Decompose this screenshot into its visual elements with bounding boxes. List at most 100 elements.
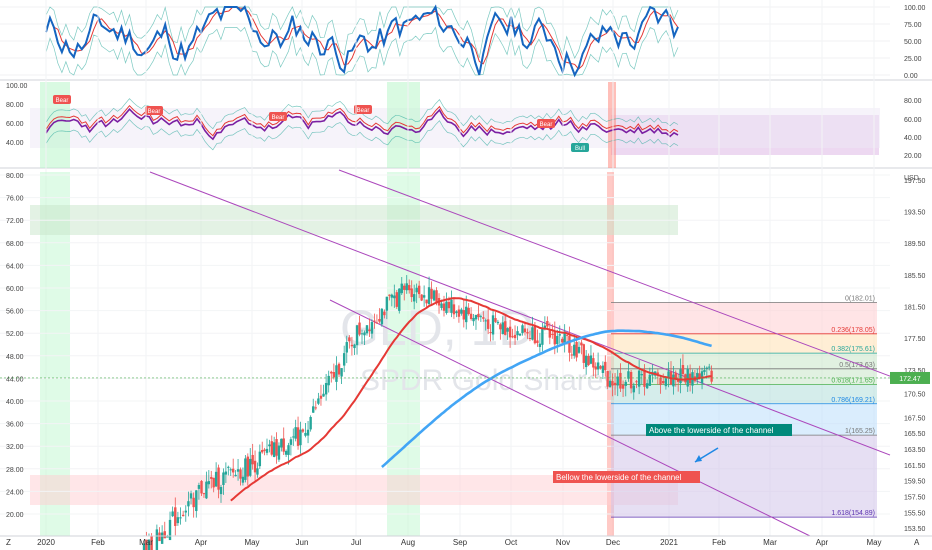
candle-body-up xyxy=(703,370,706,372)
candle-body-down xyxy=(403,285,406,290)
candle-body-down xyxy=(536,340,539,344)
main-left-tick: 52.00 xyxy=(6,331,24,338)
candle-body-up xyxy=(227,466,230,468)
candle-body-down xyxy=(513,334,517,339)
candle-body-up xyxy=(195,490,198,512)
candle-body-down xyxy=(676,379,680,382)
main-left-tick: 68.00 xyxy=(6,241,24,248)
main-right-tick: 155.50 xyxy=(904,510,926,517)
candle-body-up xyxy=(284,450,288,455)
candle-body-up xyxy=(479,316,483,318)
time-axis-label: Apr xyxy=(195,538,208,547)
candle-body-down xyxy=(425,299,428,304)
top-scale-tick: 25.00 xyxy=(904,56,922,63)
main-left-tick: 28.00 xyxy=(6,467,24,474)
candle-body-up xyxy=(556,335,559,345)
main-right-tick: 185.50 xyxy=(904,273,926,280)
candle-body-up xyxy=(365,325,369,334)
candle-body-down xyxy=(489,332,492,334)
main-right-tick: 177.50 xyxy=(904,336,926,343)
candle-body-up xyxy=(501,322,504,335)
candle-body-up xyxy=(370,322,374,334)
candle-body-up xyxy=(322,393,325,397)
top-scale-tick: 100.00 xyxy=(904,5,926,12)
channel-lower-line xyxy=(329,299,811,537)
bear-signal-badge xyxy=(537,119,555,128)
time-axis-label: Sep xyxy=(453,538,468,547)
candle-body-up xyxy=(573,344,576,356)
candle-body-up xyxy=(543,325,547,329)
rsi-signal-line xyxy=(45,104,679,137)
candle-body-up xyxy=(258,451,262,467)
top-scale-tick: 75.00 xyxy=(904,22,922,29)
time-axis-corner-left[interactable]: Z xyxy=(6,538,11,547)
candle-body-down xyxy=(635,381,638,383)
candle-body-up xyxy=(179,517,182,519)
bear-signal-badge xyxy=(53,95,71,104)
candle-body-up xyxy=(234,474,237,477)
bear-signal-badge xyxy=(354,105,372,114)
rsi-right-tick: 80.00 xyxy=(904,98,922,105)
candle-body-up xyxy=(236,469,240,472)
candle-body-down xyxy=(674,372,677,380)
candle-body-up xyxy=(393,295,396,299)
candle-body-down xyxy=(710,370,713,382)
candle-body-up xyxy=(538,343,542,347)
candle-body-down xyxy=(619,372,622,389)
candle-body-up xyxy=(317,398,320,404)
main-right-tick: 181.50 xyxy=(904,305,926,312)
candle-body-down xyxy=(659,377,662,385)
last-price-marker[interactable] xyxy=(890,371,930,384)
candle-body-down xyxy=(606,371,609,387)
time-axis[interactable]: Z A 2020 Feb Mar Apr May Jun Jul Aug Sep Oct Nov De… xyxy=(0,535,932,547)
rsi-right-tick: 20.00 xyxy=(904,153,922,160)
candle-body-down xyxy=(467,307,470,315)
candle-body-down xyxy=(181,514,185,517)
candle-body-up xyxy=(385,296,389,311)
candle-body-up xyxy=(415,287,418,293)
candle-body-down xyxy=(301,429,305,432)
main-left-tick: 60.00 xyxy=(6,286,24,293)
candle-body-up xyxy=(340,368,343,377)
main-right-tick: 153.50 xyxy=(904,526,926,533)
fib-zone xyxy=(611,384,877,404)
candle-body-up xyxy=(516,331,519,336)
rsi-pane: Bear Bear Bear Bear Bear Bull 100.00 80.00 60.0… xyxy=(0,82,932,169)
top-lower-band xyxy=(45,26,679,76)
candle-body-up xyxy=(608,380,612,388)
annotation-below-text: Bellow the lowerside of the channel xyxy=(556,473,682,482)
candle-body-up xyxy=(214,471,218,487)
top-pane-price-scale[interactable]: 100.00 75.00 50.00 25.00 0.00 xyxy=(904,5,926,80)
time-axis-corner-right[interactable]: A xyxy=(914,538,920,547)
candle-body-up xyxy=(637,370,641,387)
candle-body-up xyxy=(440,303,443,308)
annotation-arrow-head xyxy=(695,455,702,462)
candle-body-up xyxy=(645,383,649,389)
rsi-lower-band xyxy=(45,119,679,151)
candle-body-up xyxy=(355,325,359,346)
candle-body-up xyxy=(412,294,416,302)
candle-body-down xyxy=(613,382,617,386)
candle-body-up xyxy=(222,472,225,485)
candle-body-down xyxy=(599,366,602,369)
main-right-tick: 161.50 xyxy=(904,463,926,470)
candle-body-up xyxy=(427,287,431,305)
candle-body-down xyxy=(611,381,614,386)
candle-body-down xyxy=(551,333,554,335)
main-right-scale[interactable]: 197.50 193.50 189.50 185.50 181.50 177.50 173.… xyxy=(0,178,930,533)
candle-body-down xyxy=(420,294,423,301)
rsi-right-scale[interactable]: 80.00 60.00 40.00 20.00 xyxy=(904,98,922,160)
candle-body-down xyxy=(373,320,376,322)
candle-body-down xyxy=(253,460,257,473)
candle-body-up xyxy=(249,458,252,476)
main-left-tick: 40.00 xyxy=(6,399,24,406)
candle-body-up xyxy=(577,346,581,353)
candle-body-up xyxy=(244,458,247,480)
fib-zone xyxy=(611,353,877,369)
candle-body-up xyxy=(664,378,668,387)
candle-body-down xyxy=(410,288,413,298)
candle-body-up xyxy=(640,374,644,376)
candle-body-up xyxy=(294,427,297,439)
